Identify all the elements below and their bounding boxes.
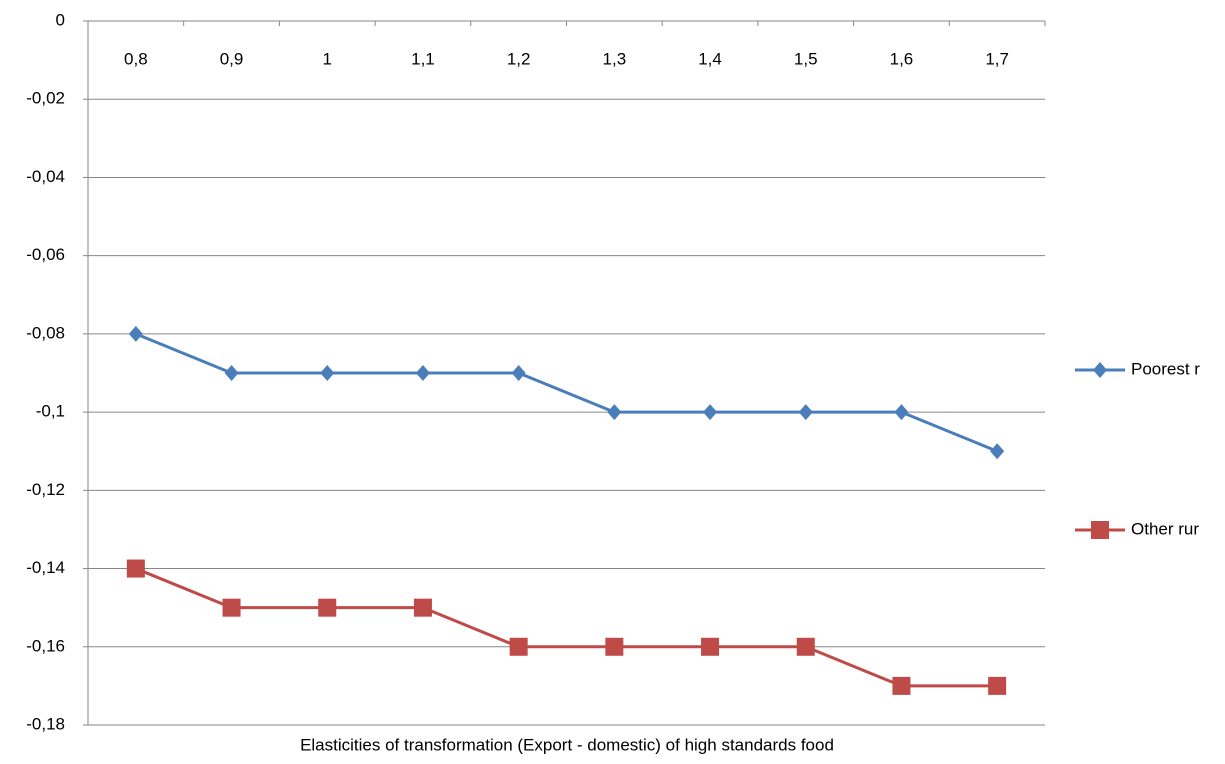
y-tick-label: 0: [56, 10, 65, 29]
data-point: [320, 365, 335, 381]
data-point: [413, 598, 432, 617]
x-tick-label: 1,7: [985, 49, 1009, 68]
x-tick-label: 1,2: [507, 49, 531, 68]
y-tick-label: -0,02: [26, 89, 65, 108]
y-tick-label: -0,08: [26, 323, 65, 342]
data-point: [894, 404, 909, 421]
data-point: [126, 559, 145, 578]
legend-label: Poorest r: [1131, 359, 1200, 378]
y-tick-label: -0,1: [36, 402, 65, 421]
data-point: [605, 637, 624, 656]
data-point: [511, 365, 526, 381]
data-point: [318, 598, 337, 617]
series-line: [135, 332, 998, 453]
data-point: [892, 676, 911, 695]
x-tick-label: 1,6: [890, 49, 914, 68]
data-point: [798, 404, 813, 421]
x-tick-label: 0,9: [220, 49, 244, 68]
y-tick-label: -0,16: [26, 636, 65, 655]
x-tick-label: 1,4: [698, 49, 722, 68]
data-point: [703, 404, 718, 421]
x-tick-label: 1,1: [411, 49, 435, 68]
data-point: [224, 365, 239, 381]
x-axis-title: Elasticities of transformation (Export -…: [300, 735, 834, 754]
series-line: [135, 567, 998, 688]
x-tick-label: 1,3: [603, 49, 627, 68]
data-point: [607, 404, 622, 421]
y-tick-label: -0,12: [26, 480, 65, 499]
data-point: [128, 325, 143, 342]
data-point: [415, 365, 430, 381]
y-tick-label: -0,04: [26, 167, 65, 186]
x-tick-label: 0,8: [124, 49, 148, 68]
x-tick-label: 1: [323, 49, 332, 68]
data-point: [990, 443, 1005, 460]
y-tick-label: -0,14: [26, 558, 65, 577]
y-tick-label: -0,18: [26, 714, 65, 733]
data-point: [509, 637, 528, 656]
data-point: [988, 676, 1007, 695]
x-tick-label: 1,5: [794, 49, 818, 68]
y-tick-label: -0,06: [26, 245, 65, 264]
legend-marker: [1091, 521, 1109, 539]
data-point: [701, 637, 720, 656]
legend-marker: [1093, 362, 1107, 378]
data-point: [222, 598, 241, 617]
data-point: [796, 637, 815, 656]
legend-label: Other rur: [1131, 519, 1199, 538]
